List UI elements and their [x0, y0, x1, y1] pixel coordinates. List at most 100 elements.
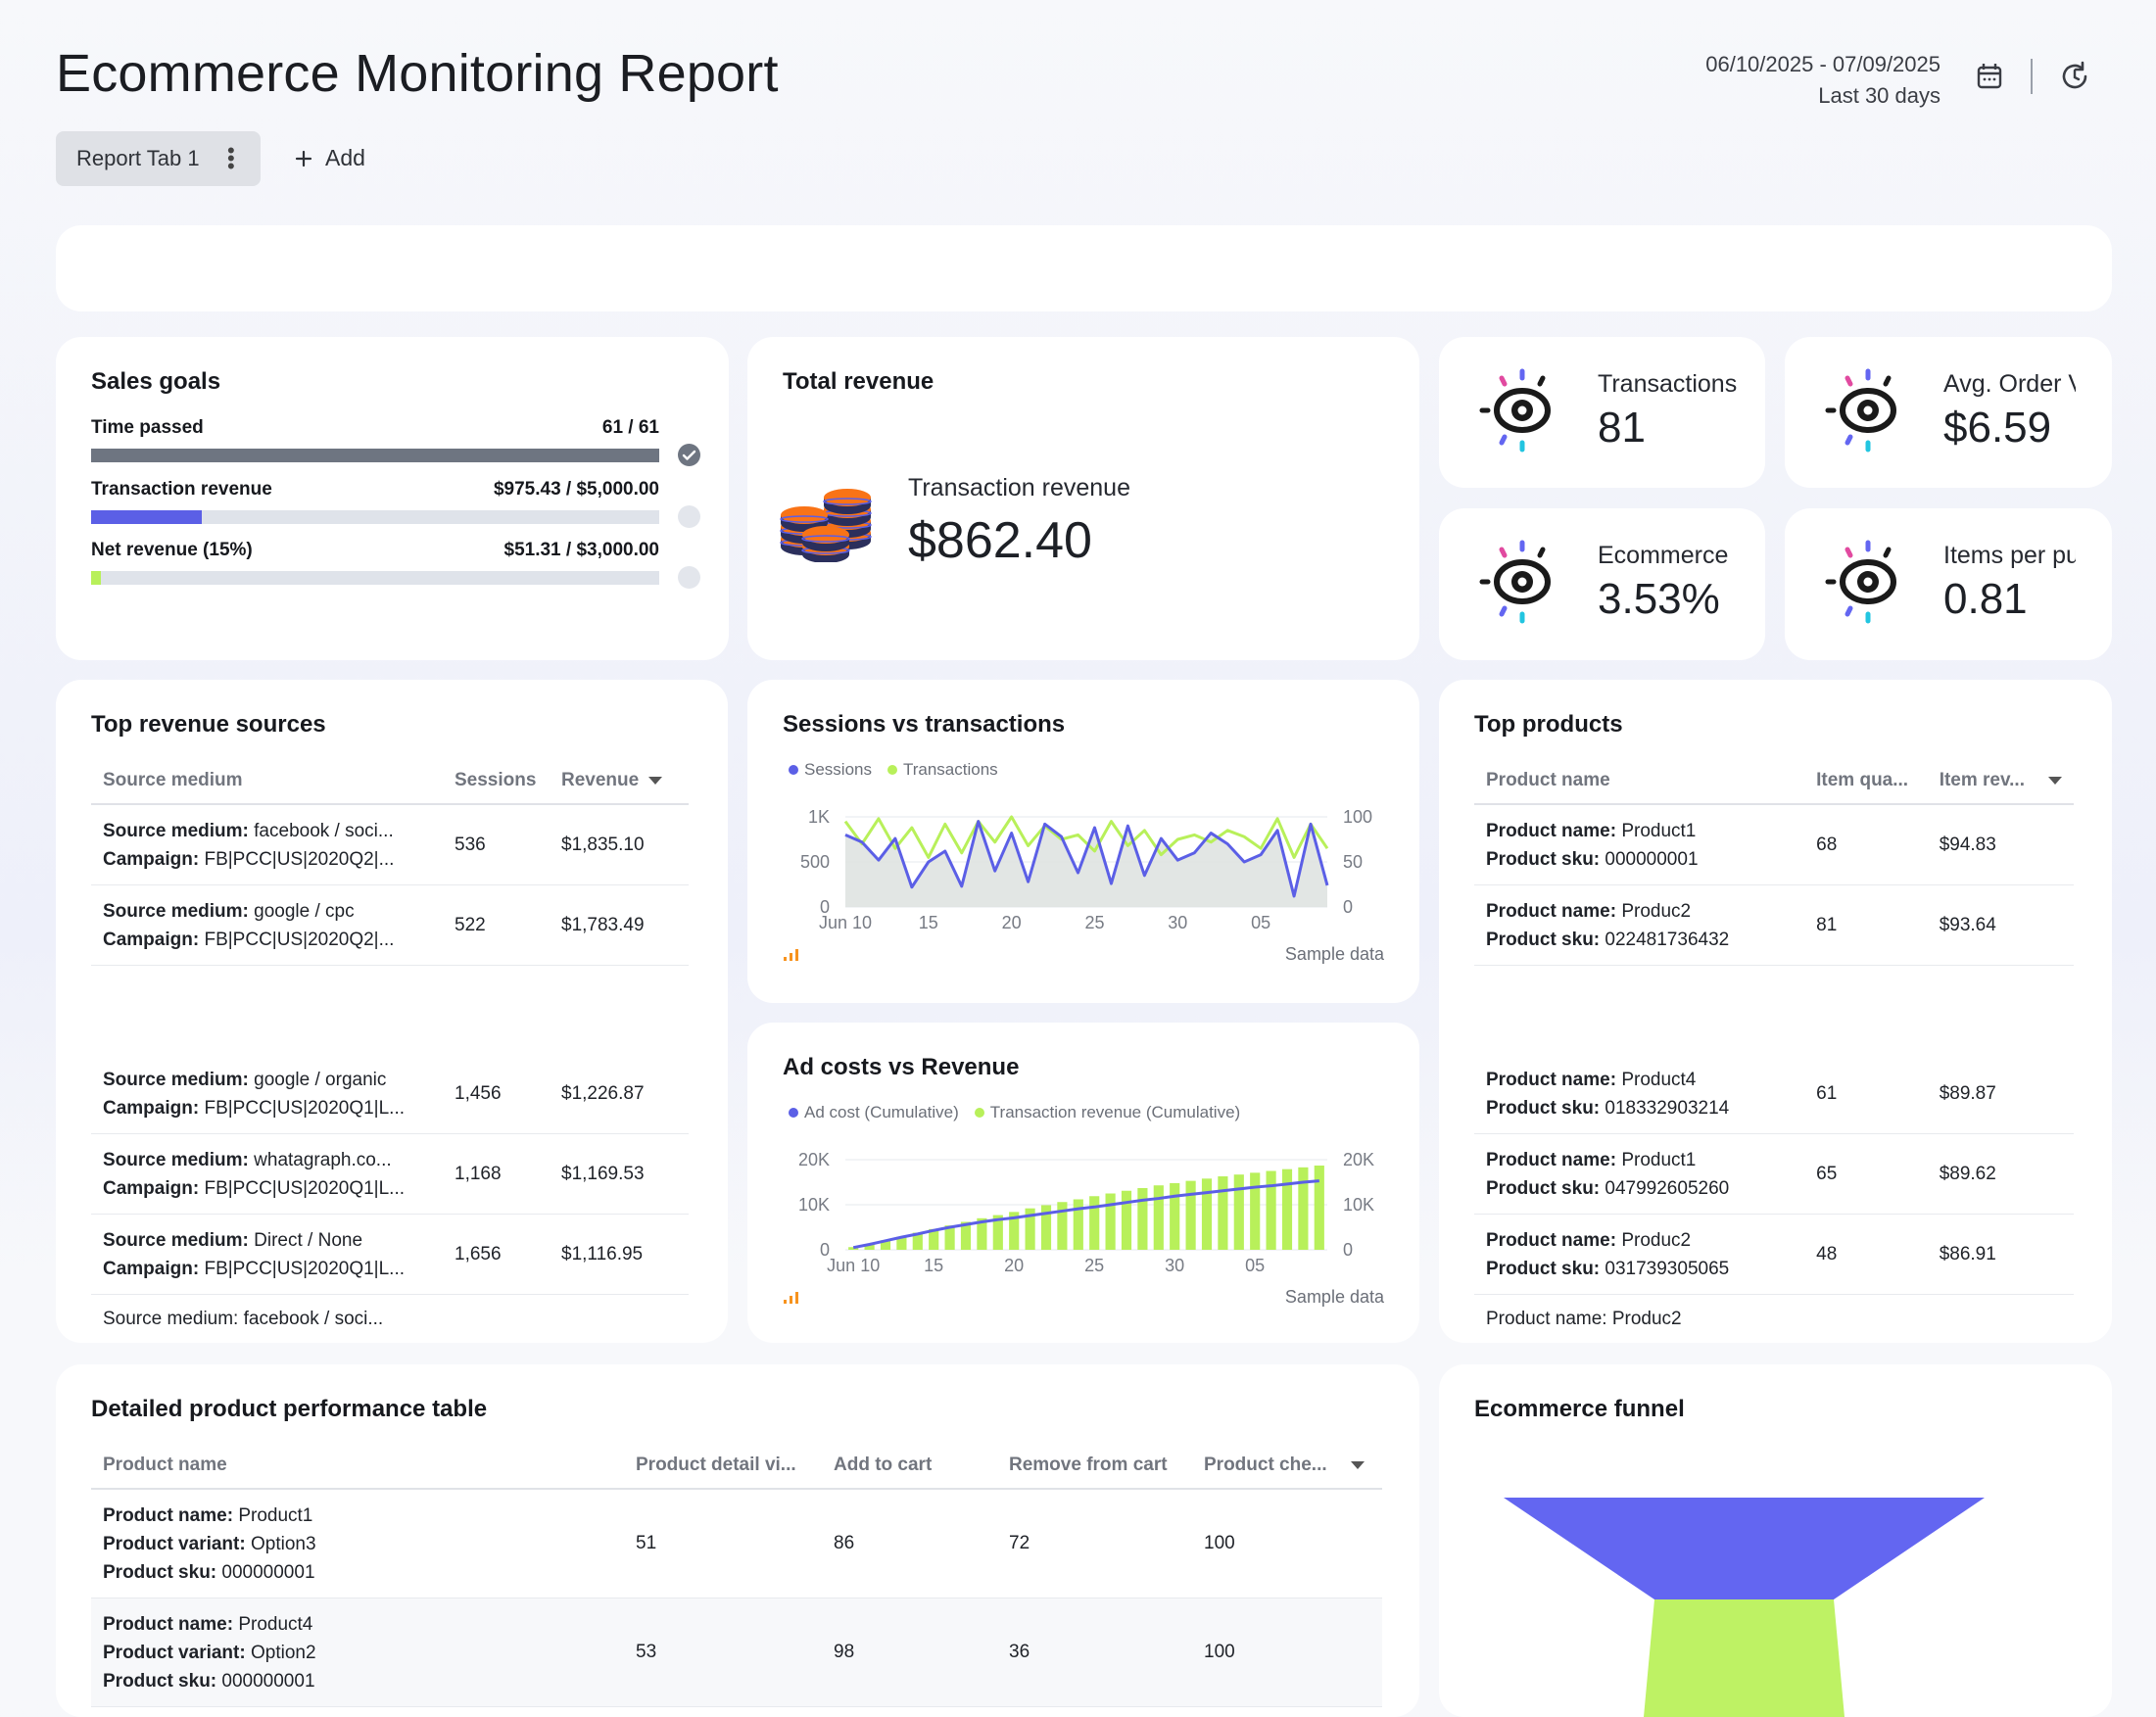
- table-row[interactable]: Product name: Product1 Product sku: 00000…: [1474, 804, 2074, 885]
- add-tab-button[interactable]: Add: [294, 145, 365, 171]
- revenue-bar: [944, 1225, 955, 1250]
- column-header[interactable]: Product name: [91, 1443, 624, 1490]
- pending-icon: [678, 505, 700, 528]
- x-tick-label: 20: [1002, 913, 1022, 932]
- table-row[interactable]: Source medium: google / organic Campaign:…: [91, 1054, 689, 1134]
- detail-views-cell: 51: [624, 1489, 822, 1598]
- column-header[interactable]: Item qua...: [1804, 758, 1928, 805]
- cell-key: Product name:: [1486, 820, 1617, 841]
- revenue-bar: [848, 1247, 859, 1250]
- cell-line: Product name: Product1: [1486, 817, 1793, 845]
- partial-cell: Product name: Produc2: [1486, 1309, 1682, 1329]
- table-row[interactable]: Source medium: whatagraph.co... Campaign:…: [91, 1133, 689, 1215]
- cell-value: FB|PCC|US|2020Q1|L...: [204, 1177, 406, 1199]
- column-header[interactable]: Item rev...: [1927, 758, 2074, 805]
- cell-line: Product sku: 000000001: [103, 1667, 612, 1695]
- cell-value: Option3: [250, 1533, 316, 1554]
- revenue-bar: [1266, 1170, 1276, 1250]
- cell-line: Campaign: FB|PCC|US|2020Q1|L...: [103, 1094, 431, 1122]
- column-header[interactable]: Add to cart: [822, 1443, 997, 1490]
- refresh-icon[interactable]: [2057, 59, 2092, 94]
- sessions-cell: 1,656: [443, 1214, 550, 1295]
- goal-value: $51.31 / $3,000.00: [503, 540, 659, 560]
- x-tick-label: 30: [1165, 1256, 1184, 1275]
- page-title: Ecommerce Monitoring Report: [56, 44, 779, 103]
- calendar-icon[interactable]: [1972, 59, 2007, 94]
- revenue-bar: [1314, 1165, 1324, 1250]
- tab-report-1[interactable]: Report Tab 1 • • •: [56, 131, 261, 186]
- kpi-value: 81: [1598, 404, 1646, 452]
- sessions-cell: 1,168: [443, 1133, 550, 1215]
- sort-caret-icon[interactable]: [2048, 776, 2062, 785]
- signal-icon: [784, 1292, 798, 1304]
- sort-caret-icon[interactable]: [1350, 1460, 1365, 1469]
- cell-key: Source medium:: [103, 1069, 249, 1090]
- cell-key: Product name:: [103, 1504, 234, 1526]
- x-tick-label: 25: [1084, 1256, 1104, 1275]
- plus-icon: [295, 150, 312, 167]
- x-tick-label: 30: [1168, 913, 1187, 932]
- product-cell: Product name: Product4 Product variant: O…: [91, 1598, 624, 1707]
- revenue-bar: [1218, 1176, 1228, 1250]
- quantity-cell: 65: [1804, 1133, 1928, 1215]
- column-header[interactable]: Source medium: [91, 758, 443, 805]
- ad-costs-revenue-chart[interactable]: 0 0 10K 10K 20K 20K Jun 10 15 20 25 30 05: [747, 1130, 1419, 1287]
- cell-value: 031739305065: [1605, 1258, 1730, 1279]
- table-row[interactable]: Source medium: google / cpc Campaign: FB|…: [91, 884, 689, 966]
- table-row[interactable]: Source medium: Direct / None Campaign: FB…: [91, 1214, 689, 1295]
- cell-value: facebook / soci...: [254, 820, 394, 841]
- funnel-chart[interactable]: [1439, 1364, 2112, 1717]
- legend-item[interactable]: Transaction revenue (Cumulative): [974, 1103, 1241, 1122]
- sessions-transactions-chart[interactable]: 0 0 500 50 1K 100 Jun 10 15 20 25 30 05: [747, 787, 1419, 944]
- cell-key: Product sku:: [1486, 1177, 1601, 1199]
- column-header[interactable]: Remove from cart: [997, 1443, 1192, 1490]
- table-row[interactable]: Product name: Product4 Product variant: O…: [91, 1598, 1382, 1707]
- pending-icon: [678, 566, 700, 589]
- more-options-icon[interactable]: • • •: [227, 138, 235, 178]
- kpi-card-aov: Avg. Order Value $6.59: [1785, 337, 2112, 488]
- cell-key: Campaign:: [103, 1258, 200, 1279]
- chart-legend: Ad cost (Cumulative) Transaction revenue…: [789, 1103, 1240, 1122]
- revenue-bar: [864, 1244, 875, 1250]
- eye-icon: [1814, 357, 1922, 464]
- y-tick-label: 10K: [1343, 1195, 1374, 1215]
- sort-caret-icon[interactable]: [648, 776, 663, 785]
- column-header[interactable]: Product detail vi...: [624, 1443, 822, 1490]
- cell-value: FB|PCC|US|2020Q2|...: [204, 848, 395, 870]
- column-header[interactable]: Sessions: [443, 758, 550, 805]
- cell-value: 018332903214: [1605, 1097, 1730, 1119]
- cell-line: Product sku: 000000001: [1486, 845, 1793, 874]
- legend-item[interactable]: Transactions: [886, 760, 998, 780]
- cell-line: Source medium: google / organic: [103, 1066, 431, 1094]
- revenue-bar: [1137, 1187, 1148, 1250]
- table-row[interactable]: Product name: Produc2 Product sku: 022481…: [1474, 884, 2074, 966]
- table-row[interactable]: Product name: Produc2 Product sku: 031739…: [1474, 1214, 2074, 1295]
- detailed-table-title: Detailed product performance table: [91, 1396, 488, 1422]
- date-range[interactable]: 06/10/2025 - 07/09/2025 Last 30 days: [1705, 49, 1940, 112]
- detail-views-cell: 53: [624, 1598, 822, 1707]
- table-row[interactable]: Product name: Product1 Product sku: 04799…: [1474, 1133, 2074, 1215]
- table-row[interactable]: Source medium: facebook / soci... Campaig…: [91, 804, 689, 885]
- remove-from-cart-cell: 36: [997, 1598, 1192, 1707]
- column-header[interactable]: Product che...: [1192, 1443, 1382, 1490]
- legend-label: Transaction revenue (Cumulative): [989, 1103, 1241, 1121]
- column-header[interactable]: Revenue: [550, 758, 689, 805]
- x-tick-label: 05: [1251, 913, 1270, 932]
- column-header-label: Item rev...: [1939, 770, 2025, 790]
- legend-item[interactable]: Ad cost (Cumulative): [789, 1103, 959, 1122]
- add-tab-label: Add: [325, 145, 365, 170]
- table-row[interactable]: Product name: Product4 Product sku: 01833…: [1474, 1054, 2074, 1134]
- cell-key: Source medium:: [103, 1149, 249, 1170]
- revenue-bar: [1170, 1182, 1180, 1250]
- cell-key: Product name:: [1486, 1149, 1617, 1170]
- revenue-bar: [992, 1215, 1003, 1250]
- cell-key: Product name:: [1486, 1229, 1617, 1251]
- cell-line: Source medium: Direct / None: [103, 1226, 431, 1255]
- table-row[interactable]: Product name: Product1 Product variant: O…: [91, 1489, 1382, 1598]
- cell-line: Product variant: Option2: [103, 1639, 612, 1667]
- ecommerce-funnel-card: Ecommerce funnel: [1439, 1364, 2112, 1717]
- revenue-bar: [1185, 1180, 1196, 1250]
- legend-item[interactable]: Sessions: [789, 760, 872, 780]
- column-header[interactable]: Product name: [1474, 758, 1805, 805]
- revenue-bar: [977, 1217, 987, 1250]
